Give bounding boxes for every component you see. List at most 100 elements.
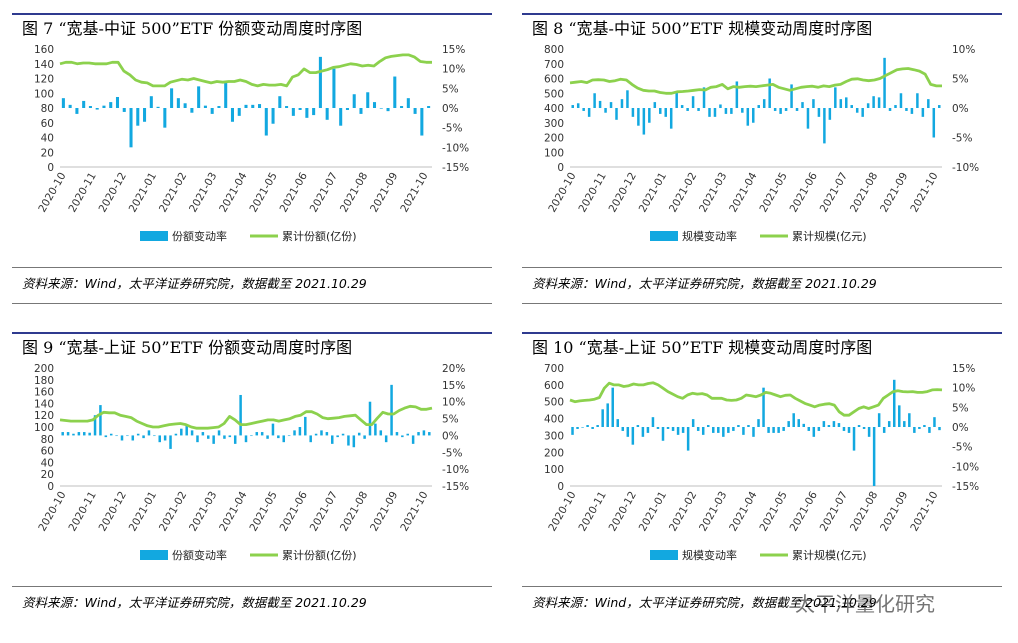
x-axis-tick-label: 2021-08 bbox=[848, 490, 880, 534]
left-axis-tick-label: 400 bbox=[544, 414, 564, 426]
x-axis-tick-label: 2020-12 bbox=[607, 171, 639, 215]
bar bbox=[332, 68, 336, 108]
bar bbox=[852, 427, 856, 451]
right-axis-tick-label: 15% bbox=[952, 363, 975, 375]
bar bbox=[686, 108, 689, 111]
bar bbox=[767, 427, 770, 433]
bar bbox=[641, 427, 645, 437]
bar bbox=[845, 97, 848, 108]
x-axis-tick-label: 2021-02 bbox=[157, 171, 189, 215]
divider bbox=[522, 267, 1002, 268]
bar bbox=[88, 106, 92, 108]
x-axis-tick-label: 2020-12 bbox=[607, 490, 639, 534]
left-axis-tick-label: 0 bbox=[47, 162, 54, 174]
bar bbox=[631, 427, 635, 445]
bar bbox=[812, 99, 815, 108]
bar bbox=[724, 108, 728, 114]
x-axis-tick-label: 2021-08 bbox=[338, 490, 370, 534]
bar bbox=[927, 99, 930, 108]
bar bbox=[604, 108, 607, 113]
bar bbox=[180, 428, 183, 436]
bar bbox=[379, 108, 383, 109]
bar bbox=[757, 105, 760, 108]
left-axis-tick-label: 300 bbox=[544, 430, 564, 442]
left-axis-tick-label: 100 bbox=[544, 464, 564, 476]
x-axis-tick-label: 2021-05 bbox=[247, 490, 279, 534]
bar bbox=[390, 384, 393, 436]
bar bbox=[368, 401, 372, 436]
left-axis-tick-label: 40 bbox=[41, 457, 54, 469]
bar bbox=[576, 427, 579, 429]
x-axis-tick-label: 2021-04 bbox=[727, 489, 759, 533]
line-series bbox=[569, 381, 943, 417]
bar bbox=[621, 427, 625, 431]
left-axis-tick-label: 20 bbox=[41, 147, 54, 159]
bar bbox=[762, 99, 766, 108]
bar bbox=[320, 430, 323, 436]
bar bbox=[653, 102, 657, 108]
bar bbox=[75, 108, 79, 114]
bar bbox=[142, 435, 145, 439]
right-axis-tick-label: -15% bbox=[442, 481, 469, 493]
x-axis-tick-label: 2020-11 bbox=[66, 490, 98, 534]
bar bbox=[802, 423, 806, 427]
x-axis-tick-label: 2021-03 bbox=[187, 171, 219, 215]
bar bbox=[656, 427, 660, 429]
x-axis-tick-label: 2021-01 bbox=[637, 171, 669, 215]
legend-bar-label: 份额变动率 bbox=[172, 548, 227, 562]
bar bbox=[839, 99, 843, 108]
bar bbox=[691, 419, 695, 427]
bar bbox=[713, 108, 717, 117]
x-axis-tick-label: 2021-07 bbox=[308, 171, 340, 215]
bar bbox=[801, 102, 804, 108]
legend-bar-swatch bbox=[650, 231, 678, 241]
bar bbox=[88, 432, 91, 436]
bar bbox=[136, 433, 140, 436]
bar bbox=[312, 108, 316, 116]
bar bbox=[282, 435, 285, 443]
legend-bar-swatch bbox=[650, 550, 678, 560]
bar bbox=[611, 387, 614, 427]
bar bbox=[892, 379, 896, 427]
bar bbox=[747, 425, 750, 427]
bar bbox=[857, 425, 861, 427]
bar bbox=[806, 108, 810, 129]
bar bbox=[822, 421, 826, 427]
bar bbox=[251, 104, 255, 108]
bar bbox=[730, 108, 733, 114]
bar bbox=[691, 96, 695, 108]
bar bbox=[190, 108, 194, 113]
x-axis-tick-label: 2021-01 bbox=[127, 171, 159, 215]
bar bbox=[379, 430, 383, 436]
bar bbox=[742, 427, 745, 435]
bar bbox=[908, 413, 911, 427]
bar bbox=[847, 427, 851, 433]
bar bbox=[659, 108, 662, 114]
bar bbox=[719, 104, 722, 108]
bar bbox=[596, 425, 599, 427]
bar bbox=[827, 425, 831, 427]
bar bbox=[325, 108, 329, 120]
bar bbox=[606, 403, 609, 427]
right-axis-tick-label: -15% bbox=[952, 481, 979, 493]
left-axis-tick-label: 60 bbox=[41, 118, 54, 130]
bar bbox=[861, 108, 864, 117]
bar bbox=[636, 425, 640, 427]
bar bbox=[95, 108, 99, 110]
right-axis-tick-label: -5% bbox=[952, 442, 972, 454]
bar bbox=[72, 433, 75, 436]
bar bbox=[230, 108, 234, 122]
bar bbox=[126, 435, 129, 437]
bar bbox=[757, 419, 760, 427]
divider bbox=[12, 267, 492, 268]
bar bbox=[637, 108, 640, 126]
right-axis-tick-label: 10% bbox=[952, 383, 975, 395]
bar bbox=[727, 427, 730, 433]
bar bbox=[400, 106, 404, 108]
bar bbox=[576, 103, 580, 108]
bar bbox=[666, 427, 670, 429]
x-axis-tick-label: 2020-11 bbox=[576, 490, 608, 534]
bar bbox=[406, 433, 409, 436]
bar bbox=[696, 427, 700, 431]
